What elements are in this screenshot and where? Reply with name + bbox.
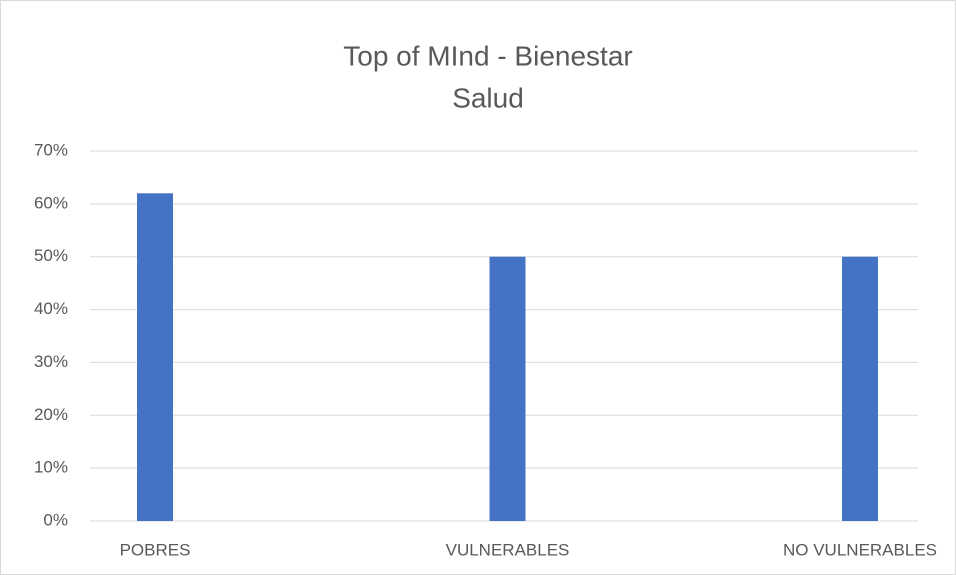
bar [137, 193, 173, 522]
bar [842, 256, 878, 521]
x-tick-label: NO VULNERABLES [783, 540, 937, 559]
x-tick-label: POBRES [120, 540, 191, 559]
y-tick-label: 60% [34, 193, 68, 212]
chart-title: Salud [452, 82, 524, 113]
y-tick-label: 70% [34, 140, 68, 159]
y-tick-label: 20% [34, 405, 68, 424]
y-tick-label: 50% [34, 246, 68, 265]
y-tick-label: 30% [34, 352, 68, 371]
x-tick-label: VULNERABLES [446, 540, 570, 559]
bar [489, 256, 526, 521]
y-tick-label: 0% [43, 510, 68, 529]
y-tick-label: 10% [34, 458, 68, 477]
y-tick-label: 40% [34, 299, 68, 318]
chart-title: Top of MInd - Bienestar [343, 40, 632, 71]
